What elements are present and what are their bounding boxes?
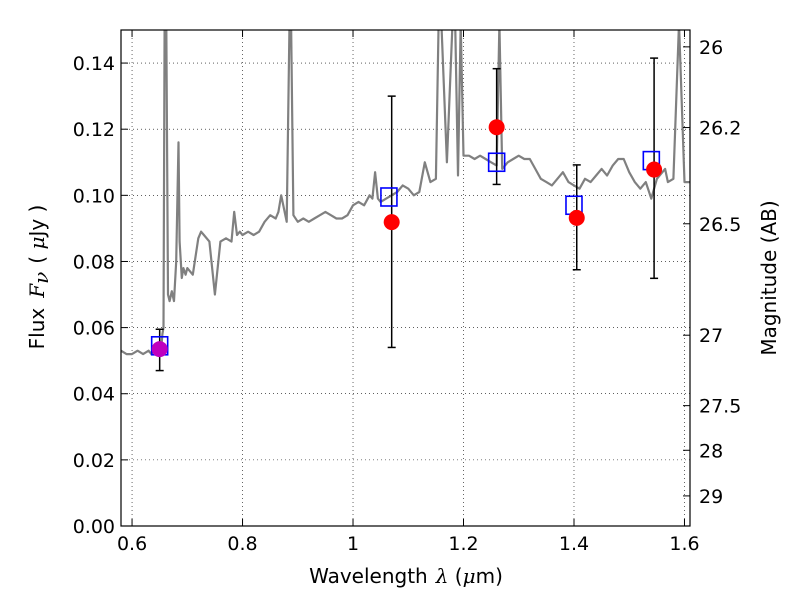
observed-flux-point (646, 161, 663, 178)
y-tick-labels: 0.00 0.02 0.04 0.06 0.08 0.10 0.12 0.14 (73, 53, 115, 538)
y-tick-label: 0.02 (73, 450, 115, 472)
model-photometry-point (380, 187, 398, 207)
y2-tick-label: 27.5 (699, 396, 741, 418)
observed-flux-point (568, 209, 585, 226)
model-photometry-point (487, 152, 506, 173)
observed-flux-series (151, 119, 663, 358)
magenta-flux-point (151, 341, 168, 358)
x-tick-label: 1.6 (669, 533, 699, 555)
x-axis-title: Wavelength λ (μm) (309, 564, 503, 588)
y2-tick-label: 26 (699, 37, 723, 59)
y-tick-label: 0.06 (73, 318, 115, 340)
x-tick-labels: 0.6 0.8 1 1.2 1.4 1.6 (117, 533, 700, 555)
y-tick-label: 0.14 (73, 53, 115, 75)
x-tick-label: 1.2 (448, 533, 478, 555)
y-tick-label: 0.04 (73, 384, 115, 406)
y2-tick-label: 29 (699, 486, 723, 508)
y-tick-label: 0.10 (73, 185, 115, 207)
y2-tick-label: 26.2 (699, 118, 741, 140)
y2-tick-label: 28 (699, 440, 723, 462)
x-tick-label: 0.8 (227, 533, 257, 555)
y2-axis-title: Magnitude (AB) (757, 200, 781, 355)
x-tick-label: 1.4 (559, 533, 589, 555)
plot-frame (120, 29, 691, 527)
axis-ticks (121, 30, 690, 527)
observed-flux-point (383, 214, 400, 231)
y2-tick-label: 27 (699, 325, 723, 347)
x-tick-label: 1 (347, 533, 359, 555)
y-tick-label: 0.00 (73, 516, 115, 538)
grid-lines (121, 30, 690, 526)
x-tick-label: 0.6 (117, 533, 147, 555)
y2-tick-label: 26.5 (699, 214, 741, 236)
y2-tick-labels: 26 26.2 26.5 27 27.5 28 29 (699, 37, 741, 508)
y-tick-label: 0.12 (73, 119, 115, 141)
observed-flux-point (488, 119, 505, 136)
y-axis-title: FluxFν( μJy ) (25, 205, 53, 350)
y-tick-label: 0.08 (73, 251, 115, 273)
